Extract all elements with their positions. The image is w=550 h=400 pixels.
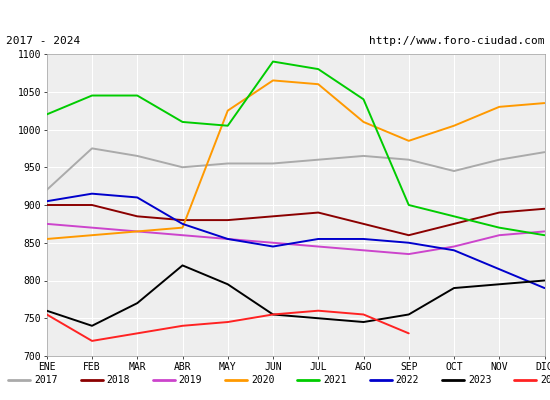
Text: 2018: 2018: [106, 375, 130, 385]
Text: 2019: 2019: [179, 375, 202, 385]
Text: 2020: 2020: [251, 375, 274, 385]
Text: Evolucion del paro registrado en Valsequillo de Gran Canaria: Evolucion del paro registrado en Valsequ…: [35, 8, 515, 22]
Text: 2017: 2017: [34, 375, 58, 385]
Text: 2022: 2022: [395, 375, 419, 385]
Text: 2024: 2024: [540, 375, 550, 385]
Text: 2017 - 2024: 2017 - 2024: [6, 36, 80, 46]
Text: 2023: 2023: [468, 375, 491, 385]
Text: 2021: 2021: [323, 375, 346, 385]
Text: http://www.foro-ciudad.com: http://www.foro-ciudad.com: [369, 36, 544, 46]
